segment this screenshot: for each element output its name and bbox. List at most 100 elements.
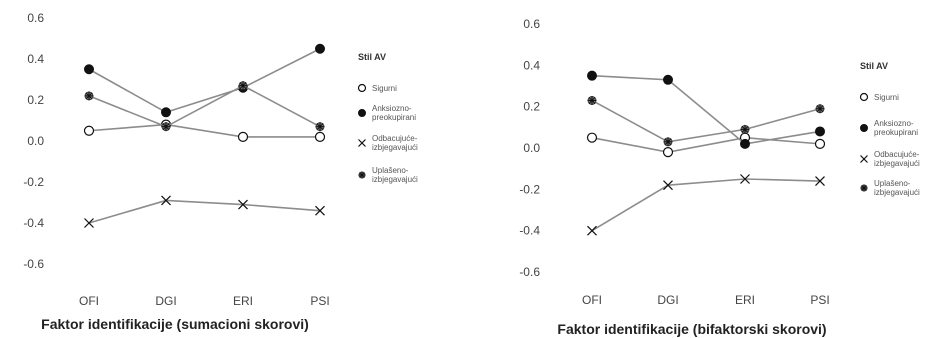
data-point-d2	[85, 92, 93, 100]
legend-marker	[860, 155, 868, 163]
data-point-d2	[816, 105, 824, 113]
legend-marker-stroke-b	[358, 139, 366, 147]
series-1	[586, 132, 826, 158]
data-point	[586, 132, 598, 143]
data-point	[815, 176, 825, 186]
data-point	[662, 147, 674, 158]
series-4	[587, 95, 825, 147]
x-tick-label: OFI	[582, 293, 602, 307]
legend-marker-stroke-b	[860, 155, 868, 163]
x-tick-label: ERI	[233, 294, 253, 308]
x-tick-label: OFI	[79, 294, 99, 308]
data-point-stroke-b	[238, 199, 248, 210]
legend-title: Stil AV	[358, 52, 386, 62]
legend-label: Uplašeno-izbjegavajući	[372, 166, 418, 184]
y-tick-label: 0.6	[523, 17, 540, 31]
data-point-d2	[239, 82, 247, 90]
series-line	[88, 84, 321, 128]
data-point	[84, 64, 94, 75]
legend-marker	[357, 83, 367, 93]
data-point	[161, 107, 171, 118]
y-tick-label: 0.2	[27, 93, 44, 107]
series-4	[84, 81, 325, 132]
series-1	[83, 119, 326, 142]
y-tick-label: -0.4	[519, 224, 540, 238]
series-line	[88, 199, 321, 224]
y-tick-label: 0.2	[523, 100, 540, 114]
data-point	[663, 137, 673, 147]
legend-label: Sigurni	[372, 84, 397, 93]
data-point-d2	[316, 123, 324, 131]
data-point-stroke-b	[587, 225, 597, 236]
legend-label: Odbacujuće-izbjegavajući	[372, 134, 418, 152]
series-line	[88, 123, 320, 138]
legend-marker	[358, 139, 366, 147]
series-2	[587, 70, 825, 149]
data-point	[84, 218, 94, 228]
y-tick-label: -0.2	[23, 175, 44, 189]
data-point	[238, 81, 248, 91]
x-tick-label: PSI	[310, 294, 329, 308]
x-tick-label: DGI	[155, 294, 176, 308]
chart-1: 0.6 0.4 0.2 0.0 -0.2 -0.4 -0.6 OFI DGI ERI PSIFakt…	[23, 11, 418, 332]
legend-marker	[358, 171, 366, 179]
data-point-stroke-b	[740, 174, 750, 184]
y-tick-label: -0.6	[23, 257, 44, 271]
x-tick-label: DGI	[657, 293, 678, 307]
legend-marker	[358, 109, 366, 117]
data-point	[663, 74, 673, 85]
legend-marker-d2	[359, 172, 365, 178]
series-3	[587, 174, 825, 236]
legend-label: Anksiozno-preokupirani	[372, 104, 416, 122]
data-point	[315, 43, 325, 54]
x-axis-title: Faktor identifikacije (bifaktorski skoro…	[557, 321, 826, 337]
x-axis-title: Faktor identifikacije (sumacioni skorovi…	[41, 316, 309, 332]
y-tick-label: -0.2	[519, 182, 540, 196]
legend-marker	[859, 92, 869, 102]
data-point	[815, 126, 825, 137]
data-point	[663, 180, 673, 191]
data-point	[740, 124, 750, 134]
y-tick-label: 0.0	[523, 141, 540, 155]
data-point	[314, 131, 326, 142]
data-point-stroke-b	[815, 176, 825, 186]
data-point	[587, 225, 597, 236]
y-tick-label: 0.0	[27, 134, 44, 148]
x-tick-label: ERI	[735, 293, 755, 307]
y-tick-label: -0.4	[23, 216, 44, 230]
data-point	[814, 138, 826, 149]
y-tick-label: -0.6	[519, 265, 540, 279]
series-line	[591, 178, 821, 232]
data-point-d2	[741, 125, 749, 133]
data-point	[84, 91, 94, 101]
series-line	[88, 48, 321, 114]
data-point	[740, 138, 750, 149]
legend-label: Uplašeno-izbjegavajući	[874, 179, 920, 197]
series-line	[591, 74, 821, 145]
data-point	[315, 205, 325, 216]
y-tick-label: 0.4	[523, 58, 540, 72]
legend-marker	[860, 184, 868, 192]
data-point-stroke-b	[663, 180, 673, 191]
x-tick-label: PSI	[810, 293, 829, 307]
data-point	[83, 125, 95, 136]
chart-2: 0.6 0.4 0.2 0.0 -0.2 -0.4 -0.6 OFI DGI ERI PSI Fakt…	[519, 17, 920, 337]
data-point	[815, 104, 825, 114]
data-point	[238, 199, 248, 210]
data-point-stroke-b	[315, 205, 325, 216]
series-line	[591, 136, 821, 153]
legend-marker-d2	[861, 185, 867, 191]
legend-title: Stil AV	[860, 61, 888, 71]
legend-label: Anksiozno-preokupirani	[874, 119, 918, 137]
y-tick-label: 0.6	[27, 11, 44, 25]
y-tick-label: 0.4	[27, 52, 44, 66]
data-point	[587, 70, 597, 81]
data-point	[237, 131, 249, 142]
series-line	[591, 99, 821, 143]
data-point-d2	[162, 123, 170, 131]
data-point-stroke-b	[84, 218, 94, 228]
legend-marker	[860, 124, 868, 132]
data-point	[161, 195, 171, 206]
legend-label: Sigurni	[874, 93, 899, 102]
